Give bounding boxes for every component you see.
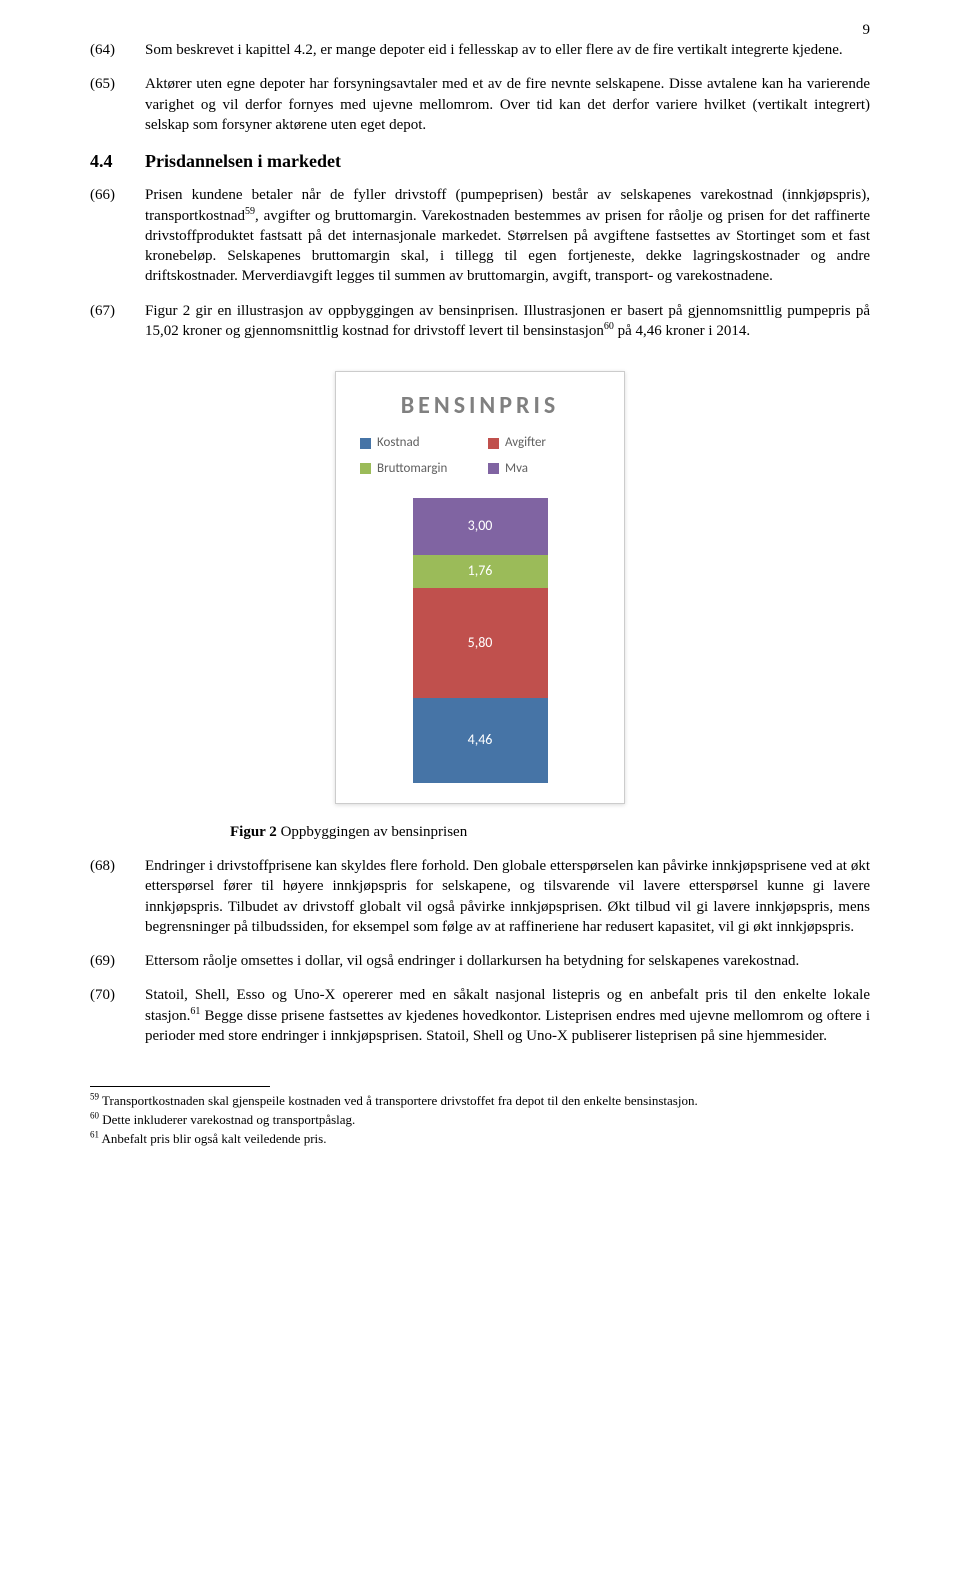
para-num: (66) bbox=[90, 185, 145, 286]
legend-swatch bbox=[488, 463, 499, 474]
legend-swatch bbox=[488, 438, 499, 449]
footnotes: 59 Transportkostnaden skal gjenspeile ko… bbox=[90, 1093, 870, 1148]
legend-label: Bruttomargin bbox=[377, 460, 447, 478]
paragraph-67: (67) Figur 2 gir en illustrasjon av oppb… bbox=[90, 301, 870, 342]
page-number: 9 bbox=[863, 20, 871, 40]
chart-title: BENSINPRIS bbox=[354, 390, 606, 422]
paragraph-65: (65) Aktører uten egne depoter har forsy… bbox=[90, 74, 870, 135]
para-body: Figur 2 gir en illustrasjon av oppbyggin… bbox=[145, 301, 870, 342]
legend-label: Kostnad bbox=[377, 434, 420, 452]
para-body: Endringer i drivstoffprisene kan skyldes… bbox=[145, 856, 870, 937]
legend-item: Avgifter bbox=[488, 434, 592, 452]
para-num: (68) bbox=[90, 856, 145, 937]
stack-segment: 1,76 bbox=[413, 555, 548, 588]
footnote-61-text: Anbefalt pris blir også kalt veiledende … bbox=[102, 1131, 327, 1146]
paragraph-66: (66) Prisen kundene betaler når de fylle… bbox=[90, 185, 870, 286]
footnote-60-text: Dette inkluderer varekostnad og transpor… bbox=[102, 1112, 355, 1127]
para-body: Statoil, Shell, Esso og Uno-X opererer m… bbox=[145, 985, 870, 1046]
para-body: Ettersom råolje omsettes i dollar, vil o… bbox=[145, 951, 870, 971]
footnote-61: 61 Anbefalt pris blir også kalt veileden… bbox=[90, 1131, 870, 1148]
paragraph-70: (70) Statoil, Shell, Esso og Uno-X opere… bbox=[90, 985, 870, 1046]
para-num: (67) bbox=[90, 301, 145, 342]
legend-swatch bbox=[360, 438, 371, 449]
para-body: Aktører uten egne depoter har forsynings… bbox=[145, 74, 870, 135]
legend-swatch bbox=[360, 463, 371, 474]
paragraph-69: (69) Ettersom råolje omsettes i dollar, … bbox=[90, 951, 870, 971]
heading-num: 4.4 bbox=[90, 149, 145, 173]
figure-caption-text: Oppbyggingen av bensinprisen bbox=[277, 824, 467, 840]
chart-container: BENSINPRIS Kostnad Avgifter Bruttomargin Mv… bbox=[90, 371, 870, 804]
stack-segment: 5,80 bbox=[413, 588, 548, 698]
paragraph-64: (64) Som beskrevet i kapittel 4.2, er ma… bbox=[90, 40, 870, 60]
legend-label: Avgifter bbox=[505, 434, 546, 452]
legend-item: Mva bbox=[488, 460, 592, 478]
stack-segment: 4,46 bbox=[413, 698, 548, 783]
paragraph-68: (68) Endringer i drivstoffprisene kan sk… bbox=[90, 856, 870, 937]
footnote-60: 60 Dette inkluderer varekostnad og trans… bbox=[90, 1112, 870, 1129]
legend-item: Kostnad bbox=[360, 434, 464, 452]
footnote-59-text: Transportkostnaden skal gjenspeile kostn… bbox=[102, 1093, 698, 1108]
chart-legend: Kostnad Avgifter Bruttomargin Mva bbox=[354, 434, 606, 477]
chart-stack: 3,001,765,804,46 bbox=[413, 498, 548, 783]
footnote-separator bbox=[90, 1086, 270, 1087]
footnote-ref-60: 60 bbox=[604, 321, 614, 332]
footnote-59: 59 Transportkostnaden skal gjenspeile ko… bbox=[90, 1093, 870, 1110]
footnote-ref-59: 59 bbox=[245, 206, 255, 217]
heading-text: Prisdannelsen i markedet bbox=[145, 149, 870, 173]
para-num: (69) bbox=[90, 951, 145, 971]
para-body: Prisen kundene betaler når de fyller dri… bbox=[145, 185, 870, 286]
bensinpris-chart: BENSINPRIS Kostnad Avgifter Bruttomargin Mv… bbox=[335, 371, 625, 804]
heading-4-4: 4.4 Prisdannelsen i markedet bbox=[90, 149, 870, 173]
para-num: (64) bbox=[90, 40, 145, 60]
footnote-ref-61: 61 bbox=[190, 1006, 200, 1017]
figure-caption: Figur 2 Oppbyggingen av bensinprisen bbox=[230, 822, 870, 842]
para-body: Som beskrevet i kapittel 4.2, er mange d… bbox=[145, 40, 870, 60]
legend-label: Mva bbox=[505, 460, 528, 478]
figure-caption-label: Figur 2 bbox=[230, 824, 277, 840]
stack-segment: 3,00 bbox=[413, 498, 548, 555]
para-num: (65) bbox=[90, 74, 145, 135]
legend-item: Bruttomargin bbox=[360, 460, 464, 478]
para-num: (70) bbox=[90, 985, 145, 1046]
